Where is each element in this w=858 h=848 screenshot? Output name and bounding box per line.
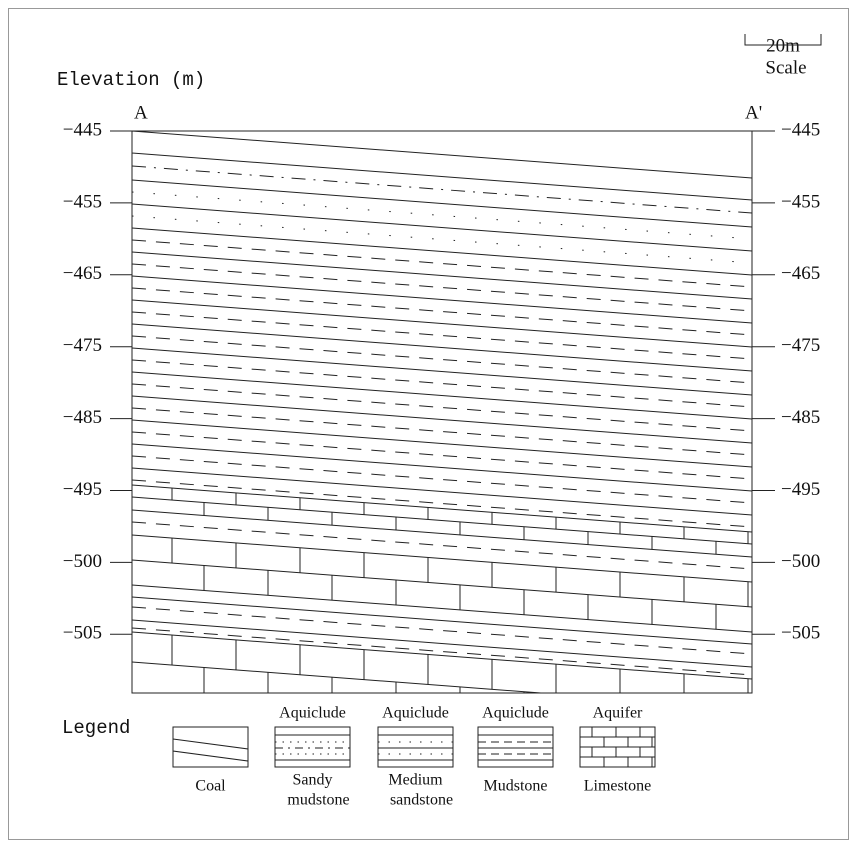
tick-label-left: −500	[63, 551, 102, 572]
tick-label-left: −475	[63, 335, 102, 356]
bed-line	[132, 535, 752, 582]
tick-label-right: −505	[781, 623, 820, 644]
bed-line	[132, 264, 752, 311]
bed-line	[132, 408, 752, 455]
swatch	[275, 727, 350, 767]
bed-line	[132, 372, 752, 419]
bed-line	[132, 336, 752, 383]
bed-line	[132, 585, 752, 632]
bed-line	[132, 607, 752, 654]
legend-type: Aquiclude	[279, 705, 346, 722]
legend-type: Aquiclude	[382, 705, 449, 722]
bed-line	[132, 597, 752, 644]
bed-line	[132, 192, 752, 239]
tick-label-right: −465	[781, 263, 820, 284]
axis-title: Elevation (m)	[57, 69, 205, 91]
bed-line	[132, 396, 752, 443]
bed-line	[132, 288, 752, 335]
legend-item: Aquiclude Mudstone	[478, 705, 553, 795]
bed-line	[132, 166, 752, 213]
bed-line	[132, 240, 752, 287]
legend-type: Aquifer	[593, 705, 643, 722]
bed-line	[132, 360, 752, 407]
bed-line	[132, 216, 752, 263]
legend-title: Legend	[62, 717, 130, 739]
section-start: A	[134, 102, 148, 123]
bed-line	[132, 204, 752, 251]
axes: −445 −445 −455 −455 −465 −465 −475 −475 −485 −485…	[63, 119, 820, 643]
legend-item: Aquifer Limestone	[580, 705, 655, 795]
bed-line	[132, 228, 752, 275]
legend-type: Aquiclude	[482, 705, 549, 722]
bed-line	[132, 510, 752, 557]
bed-line	[132, 497, 752, 544]
tick-label-right: −495	[781, 479, 820, 500]
legend: Coal Aquiclude Sandy mudstone Aquiclude Mediu…	[173, 705, 655, 809]
legend-name: mudstone	[287, 792, 349, 809]
cross-section	[132, 131, 752, 740]
bed-line	[132, 276, 752, 323]
bed-line	[132, 348, 752, 395]
tick-label-left: −505	[63, 623, 102, 644]
swatch	[478, 727, 553, 767]
legend-name: Medium	[388, 772, 443, 789]
section-end: A'	[745, 102, 762, 123]
tick-label-right: −455	[781, 191, 820, 212]
tick-label-right: −500	[781, 551, 820, 572]
scale-label: Scale	[765, 57, 806, 78]
tick-label-right: −445	[781, 119, 820, 140]
bed-line	[132, 252, 752, 299]
bed-line	[132, 662, 752, 709]
bed-line	[132, 480, 752, 527]
swatch	[378, 727, 453, 767]
legend-name: Sandy	[293, 772, 333, 789]
legend-name: Coal	[195, 778, 226, 795]
bed-line	[132, 628, 752, 675]
legend-name: sandstone	[390, 792, 453, 809]
bed-line	[132, 632, 752, 679]
bed-line	[132, 432, 752, 479]
tick-label-left: −495	[63, 479, 102, 500]
bed-line	[132, 384, 752, 431]
scale-length: 20m	[766, 35, 800, 56]
bed-line	[132, 522, 752, 569]
tick-label-left: −485	[63, 407, 102, 428]
bed-line	[132, 444, 752, 491]
tick-label-left: −465	[63, 263, 102, 284]
legend-item: Coal	[173, 727, 248, 795]
bed-line	[132, 485, 752, 532]
bed-line	[132, 468, 752, 515]
tick-label-right: −475	[781, 335, 820, 356]
bed-line	[132, 324, 752, 371]
legend-name: Limestone	[584, 778, 652, 795]
legend-item: Aquiclude Sandy mudstone	[275, 705, 350, 809]
bed-line	[132, 560, 752, 607]
legend-item: Aquiclude Medium sandstone	[378, 705, 453, 809]
bed-line	[132, 420, 752, 467]
tick-label-left: −455	[63, 191, 102, 212]
tick-label-right: −485	[781, 407, 820, 428]
bed-line	[132, 456, 752, 503]
tick-label-left: −445	[63, 119, 102, 140]
bed-line	[132, 180, 752, 227]
bed-line	[132, 620, 752, 667]
figure: Elevation (m) A A' 20m Scale Legend −445…	[0, 0, 858, 848]
bed-line	[132, 312, 752, 359]
legend-name: Mudstone	[484, 778, 548, 795]
bed-line	[132, 300, 752, 347]
